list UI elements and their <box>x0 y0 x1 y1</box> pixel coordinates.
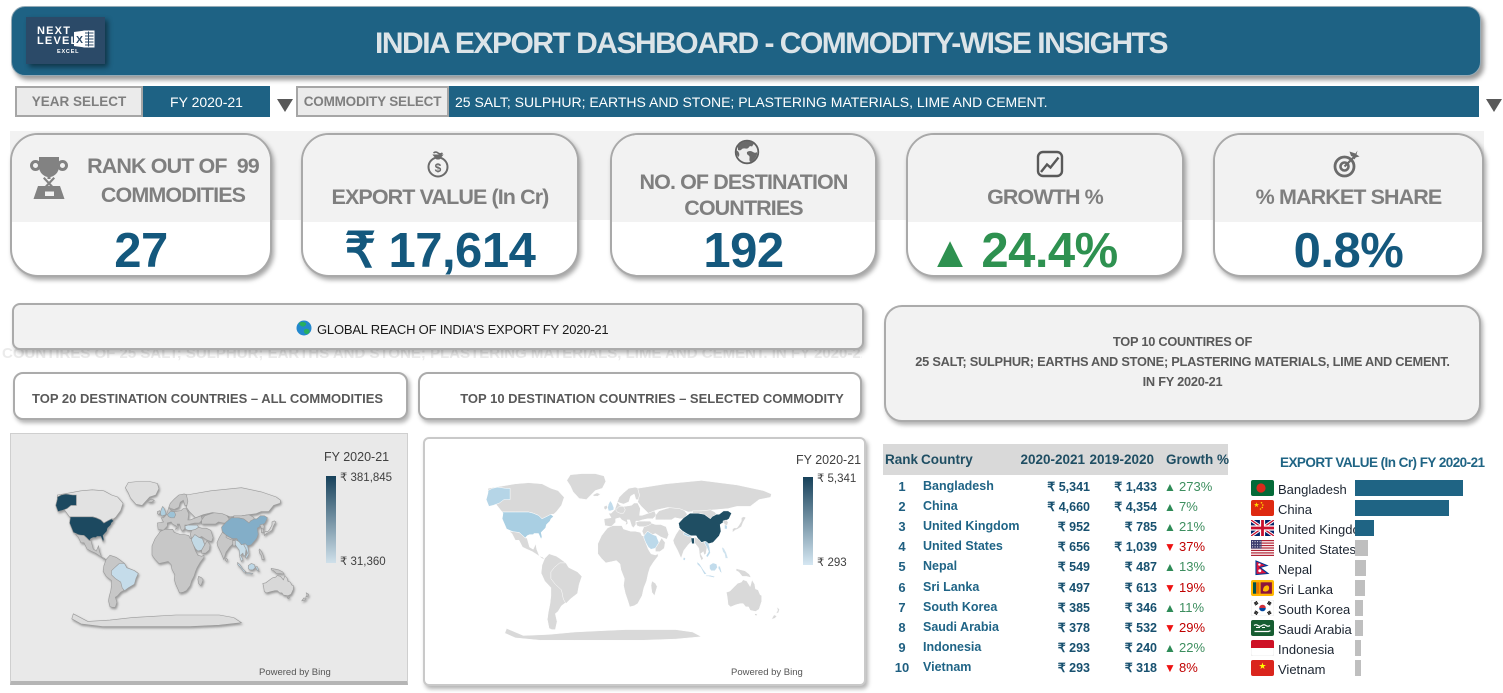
svg-text:$: $ <box>435 161 442 175</box>
svg-text:X: X <box>76 34 83 46</box>
